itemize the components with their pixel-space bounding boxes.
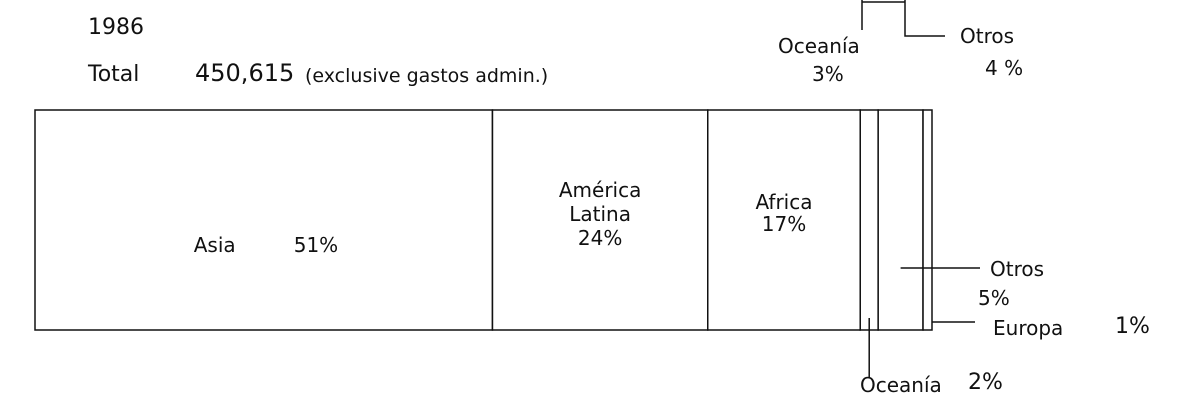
segment-label: Africa <box>755 190 813 214</box>
total-value: 450,615 <box>195 59 295 87</box>
segment-value: 1% <box>1115 314 1150 339</box>
segment-label: Europa <box>993 316 1064 340</box>
annotation-text: Oceanía <box>778 34 860 58</box>
segment-value: 51% <box>293 233 339 257</box>
bar-segment <box>877 109 924 331</box>
segment-value: 17% <box>761 212 807 236</box>
bar-segment <box>491 109 709 331</box>
annotation-text: Otros <box>960 24 1015 48</box>
annotation-value: 4 % <box>985 56 1024 80</box>
bar-segment <box>859 109 879 331</box>
segment-value: 5% <box>978 286 1010 310</box>
segment-value: 24% <box>577 226 623 250</box>
segment-value: 2% <box>968 370 1003 395</box>
chart-title: 1986 <box>88 15 144 40</box>
segment-label: Otros <box>990 257 1045 281</box>
bar-segment <box>922 109 933 331</box>
segment-label: Oceanía <box>860 373 942 397</box>
segment-label: Asia <box>193 233 236 257</box>
total-note: (exclusive gastos admin.) <box>305 65 549 87</box>
annotation-value: 3% <box>812 62 844 86</box>
segment-label: América Latina <box>558 178 642 226</box>
bar-segment <box>34 109 494 331</box>
total-label: Total <box>88 62 140 87</box>
bar-segment <box>707 109 861 331</box>
leader-line <box>904 0 945 37</box>
